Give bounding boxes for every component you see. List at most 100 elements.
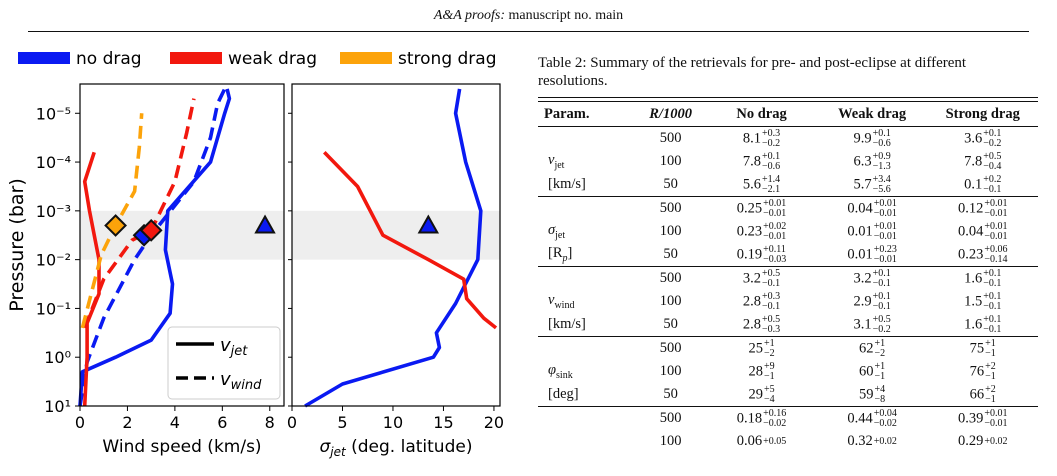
marker-triangle-no-drag: [254, 214, 276, 234]
value-cell-strong-drag: 0.1 +0.2 −0.1: [964, 173, 1002, 195]
param-cell: [538, 127, 635, 151]
value-cell-weak-drag: 0.01 +0.23 −0.01: [847, 243, 897, 265]
col-header-param: Param.: [538, 101, 635, 127]
value-cell-weak-drag: 59 +4 −8: [859, 383, 886, 405]
legend-swatch-no-drag: [18, 52, 70, 64]
col-header-resolution: R/1000: [634, 101, 707, 127]
table-row: [km/s] 50 5.6 +1.4 −2.1 5.7 +3.4 −5.6 0.1 +0.2 −0.…: [538, 173, 1038, 197]
sigma-jet-panel: 0 5 10 15 20 σjet (deg. latitude): [287, 83, 504, 459]
series-weak-drag-solid: [323, 151, 498, 330]
y-tick-label: 10⁻¹: [36, 299, 71, 318]
resolution-cell: 100: [659, 293, 682, 309]
y-tick-label: 10⁻³: [36, 202, 71, 221]
table-row: [km/s] 50 2.8 +0.5 −0.3 3.1 +0.5 −0.2 1.6 +0.1 −0.…: [538, 313, 1038, 337]
param-cell: vwind: [548, 292, 575, 311]
value-cell-weak-drag: 3.1 +0.5 −0.2: [853, 313, 891, 335]
x-axis-label: σjet (deg. latitude): [320, 437, 473, 459]
value-cell-weak-drag: 0.01 +0.01 −0.01: [847, 220, 897, 242]
table-row: 500 3.2 +0.5 −0.1 3.2 +0.1 −0.1 1.6 +0.1 −0.1: [538, 266, 1038, 290]
x-tick-label: 4: [170, 413, 180, 432]
value-cell-no-drag: 3.2 +0.5 −0.1: [706, 266, 817, 290]
table-row: [deg] 50 29 +5 −4 59 +4 −8 66 +2 −1: [538, 383, 1038, 407]
resolution-cell: 100: [659, 153, 682, 169]
value-cell-no-drag: 2.8 +0.3 −0.1: [742, 290, 781, 312]
series-strong-drag-dashed: [80, 113, 144, 329]
table-row: 500 25 +1 −2 62 +1 −2 75 +1 −1: [538, 336, 1038, 360]
value-cell-weak-drag: 62 +1 −2: [816, 336, 928, 360]
value-cell-weak-drag: 60 +1 −1: [859, 360, 886, 382]
param-cell: [538, 196, 635, 220]
resolution-cell: 50: [663, 176, 678, 192]
value-cell-no-drag: 25 +1 −2: [706, 336, 817, 360]
retrieval-summary-table: Param. R/1000 No drag Weak drag Strong d…: [538, 101, 1038, 453]
value-cell-strong-drag: 0.04 +0.01 −0.01: [957, 220, 1008, 242]
col-header-strong-drag: Strong drag: [927, 101, 1038, 127]
value-cell-weak-drag: 5.7 +3.4 −5.6: [853, 173, 891, 195]
value-cell-strong-drag: 75 +1 −1: [927, 336, 1038, 360]
param-cell: [km/s]: [548, 316, 586, 332]
legend-swatch-weak-drag: [170, 52, 222, 64]
value-cell-no-drag: 2.8 +0.5 −0.3: [742, 313, 781, 335]
resolution-cell: 500: [659, 130, 682, 146]
value-cell-no-drag: 29 +5 −4: [748, 383, 775, 405]
param-cell: [538, 266, 635, 290]
resolution-cell: 100: [659, 363, 682, 379]
shaded-band: [80, 210, 284, 260]
value-cell-strong-drag: 0.12 +0.01 −0.01: [927, 196, 1038, 220]
value-cell-no-drag: 8.1 +0.3 −0.2: [742, 127, 781, 149]
plot-frame: [79, 83, 285, 407]
param-cell: [deg]: [548, 386, 579, 402]
param-cell: vjet: [548, 152, 565, 171]
param-cell: φsink: [548, 362, 573, 381]
y-tick-label: 10⁻⁵: [36, 104, 71, 123]
resolution-cell: 100: [659, 433, 682, 449]
y-axis-label: Pressure (bar): [6, 178, 28, 312]
value-cell-strong-drag: 3.6 +0.1 −0.2: [964, 127, 1002, 149]
table-row: vwind 100 2.8 +0.3 −0.1 2.9 +0.1 −0.1 1.5 +0.1 −0.…: [538, 290, 1038, 313]
y-tick-label: 10⁻⁴: [36, 153, 71, 172]
manuscript-label: manuscript no. main: [508, 8, 624, 23]
param-cell: [Rp]: [548, 245, 573, 264]
series-no-drag-solid: [304, 88, 483, 408]
wind-speed-panel: 0 2 4 6 8 10⁻⁵ 10⁻⁴ 10⁻³ 10⁻² 10⁻¹ 10⁰ 10¹ Pressure …: [6, 83, 285, 457]
x-tick-label: 6: [217, 413, 227, 432]
value-cell-strong-drag: 1.6 +0.1 −0.1: [927, 266, 1038, 290]
figure: no drag weak drag strong drag 0 2 4 6 8 10⁻⁵ 1…: [6, 49, 504, 459]
value-cell-no-drag: 0.18 +0.16 −0.02: [706, 406, 817, 430]
marker-triangle-no-drag: [417, 214, 440, 234]
x-tick-label: 8: [265, 413, 275, 432]
shaded-band: [292, 210, 500, 260]
marker-diamond-weak-drag: [139, 218, 163, 242]
legend-vjet: vjet: [220, 335, 248, 359]
table-caption: Table 2: Summary of the retrievals for p…: [538, 55, 967, 89]
param-cell: [538, 406, 635, 430]
table-top-rule: [538, 97, 1038, 98]
value-cell-no-drag: 0.23 +0.02 −0.01: [736, 220, 787, 242]
table-row: 100 0.06 +0.05 0.32 +0.02 0.29 +0.02: [538, 430, 1038, 453]
figure-legend: no drag weak drag strong drag: [18, 49, 497, 69]
value-cell-weak-drag: 0.04 +0.01 −0.01: [816, 196, 928, 220]
y-tick-label: 10⁻²: [36, 251, 71, 270]
param-cell: [538, 336, 635, 360]
table-row: vjet 100 7.8 +0.1 −0.6 6.3 +0.9 −1.3 7.8 +0.5 −0.4: [538, 150, 1038, 173]
page-header: A&A proofs: manuscript no. main: [0, 8, 1057, 24]
x-tick-label: 0: [287, 413, 297, 432]
table-row: σjet 100 0.23 +0.02 −0.01 0.01 +0.01 −0.01 0.04 +…: [538, 220, 1038, 243]
plot-frame: [291, 83, 501, 407]
x-tick-label: 20: [484, 413, 504, 432]
value-cell-no-drag: 5.6 +1.4 −2.1: [742, 173, 781, 195]
value-cell-no-drag: 28 +9 −1: [748, 360, 775, 382]
col-header-weak-drag: Weak drag: [816, 101, 928, 127]
resolution-cell: 100: [659, 223, 682, 239]
value-cell-weak-drag: 2.9 +0.1 −0.1: [853, 290, 891, 312]
x-tick-label: 15: [433, 413, 453, 432]
resolution-cell: 500: [634, 336, 707, 360]
x-tick-label: 0: [75, 413, 85, 432]
x-tick-label: 2: [122, 413, 132, 432]
table-row: 500 8.1 +0.3 −0.2 9.9 +0.1 −0.6 3.6 +0.1 −0.2: [538, 127, 1038, 151]
value-cell-weak-drag: 3.2 +0.1 −0.1: [816, 266, 928, 290]
resolution-cell: 500: [634, 266, 707, 290]
legend-swatch-strong-drag: [340, 52, 392, 64]
x-tick-label: 10: [383, 413, 403, 432]
series-weak-drag-solid: [82, 151, 101, 407]
